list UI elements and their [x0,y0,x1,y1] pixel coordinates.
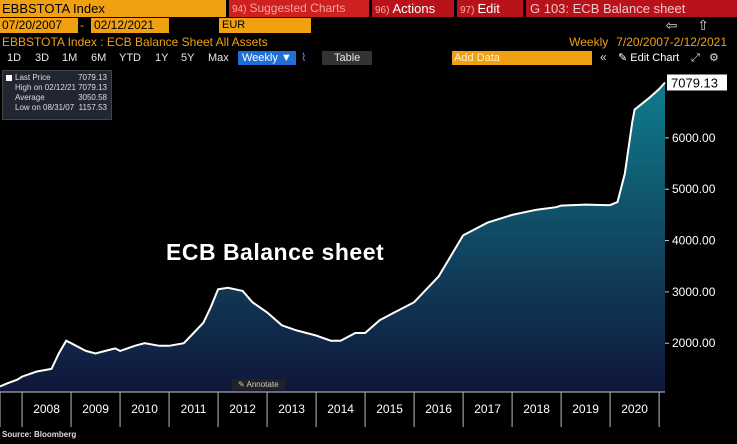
y-tick-label: 5000.00 [672,182,716,196]
ticker-field[interactable]: EBBSTOTA Index [0,0,226,17]
x-axis: 2008 2009 2010 2011 2012 2013 2014 2015 2016 2017… [0,391,665,427]
nav-arrows[interactable]: ⇦ ⇧ [665,17,717,33]
x-tick-label: 2015 [376,402,403,416]
range-6m-button[interactable]: 6M [91,52,107,64]
edit-chart-button[interactable]: ✎ Edit Chart [618,52,680,64]
y-axis: 2000.00 3000.00 4000.00 5000.00 6000.00 [665,131,716,350]
legend-row-average: Average 3050.58 [5,93,109,102]
y-tick-label: 3000.00 [672,285,716,299]
last-price-value: 7079.13 [671,75,718,90]
legend-key: High on 02/12/21 [15,83,76,92]
table-button[interactable]: Table [322,51,373,65]
range-1m-button[interactable]: 1M [62,52,78,64]
x-tick-label: 2008 [33,402,60,416]
legend-value: 7079.13 [78,73,107,82]
legend-swatch [6,75,12,81]
x-tick-label: 2013 [278,402,305,416]
edit-button[interactable]: 97) Edit [457,0,523,17]
legend-row-high: High on 02/12/21 7079.13 [5,83,109,92]
range-1d-button[interactable]: 1D [7,52,22,64]
x-tick-label: 2016 [425,402,452,416]
start-date-input[interactable]: 07/20/2007 [0,18,78,33]
chart-sheet-title: G 103: ECB Balance sheet [526,0,737,17]
source-label: Source: Bloomberg [2,430,77,439]
zoom-icon[interactable]: ⤢ [691,52,700,64]
series-line [0,81,666,388]
x-tick-label: 2017 [474,402,501,416]
x-tick-label: 2012 [229,402,256,416]
legend-value: 3050.58 [78,93,107,102]
line-chart-icon[interactable]: ⌇ [301,52,307,64]
last-price-label: 7079.13 [667,74,727,91]
add-data-input[interactable]: Add Data [452,51,592,65]
actions-number: 96) [375,5,390,16]
x-tick-label: 2018 [523,402,550,416]
x-tick-label: 2020 [621,402,648,416]
actions-button[interactable]: 96) Actions [372,0,454,17]
range-1y-button[interactable]: 1Y [155,52,169,64]
period-info: Weekly 7/20/2007-2/12/2021 [569,35,727,49]
suggested-charts-button[interactable]: 94) Suggested Charts [229,0,369,17]
legend-key: Average [15,93,45,102]
frequency-dropdown[interactable]: Weekly ▼ [238,51,296,65]
legend-value: 7079.13 [78,83,107,92]
annotate-button[interactable]: ✎ Annotate [232,379,285,390]
range-max-button[interactable]: Max [208,52,229,64]
legend-key: Low on 08/31/07 [15,103,75,112]
range-5y-button[interactable]: 5Y [181,52,195,64]
y-tick-label: 2000.00 [672,336,716,350]
y-tick-label: 6000.00 [672,131,716,145]
legend-row-low: Low on 08/31/07 1157.53 [5,103,109,112]
edit-label: Edit [477,1,500,16]
x-tick-label: 2014 [327,402,354,416]
area-fill [0,82,665,392]
x-tick-label: 2010 [131,402,158,416]
currency-input[interactable]: EUR [219,18,311,33]
range-3d-button[interactable]: 3D [35,52,50,64]
edit-number: 97) [460,5,475,16]
suggested-number: 94) [232,4,247,15]
range-ytd-button[interactable]: YTD [119,52,141,64]
gear-icon[interactable]: ⚙ [709,52,719,64]
suggested-charts-label: Suggested Charts [249,1,346,15]
end-date-input[interactable]: 02/12/2021 [91,18,169,33]
y-tick-label: 4000.00 [672,234,716,248]
legend-key: Last Price [15,73,51,82]
chart-legend[interactable]: Last Price 7079.13 High on 02/12/21 7079… [2,70,112,120]
legend-value: 1157.53 [78,103,107,112]
chart-header: EBBSTOTA Index : ECB Balance Sheet All A… [0,34,737,50]
chart-toolbar: 1D 3D 1M 6M YTD 1Y 5Y Max Weekly ▼ ⌇ Tab… [0,50,737,66]
balance-sheet-chart: 2008 2009 2010 2011 2012 2013 2014 2015 2016 2017… [0,66,727,427]
collapse-arrows-icon[interactable]: « [600,50,607,64]
legend-row-last-price: Last Price 7079.13 [5,73,109,82]
chart-title: EBBSTOTA Index : ECB Balance Sheet All A… [2,35,268,49]
date-separator: - [80,18,84,32]
x-tick-label: 2019 [572,402,599,416]
top-toolbar: EBBSTOTA Index 94) Suggested Charts 96) Ac… [0,0,737,17]
last-price-box [667,74,727,91]
actions-label: Actions [392,1,436,16]
x-tick-label: 2009 [82,402,109,416]
period-label: Weekly [569,35,609,49]
chart-annotation-title: ECB Balance sheet [166,239,385,265]
x-tick-label: 2011 [181,402,207,416]
period-range: 7/20/2007-2/12/2021 [616,35,727,49]
date-range-bar: 07/20/2007 - 02/12/2021 EUR ⇦ ⇧ [0,17,737,34]
